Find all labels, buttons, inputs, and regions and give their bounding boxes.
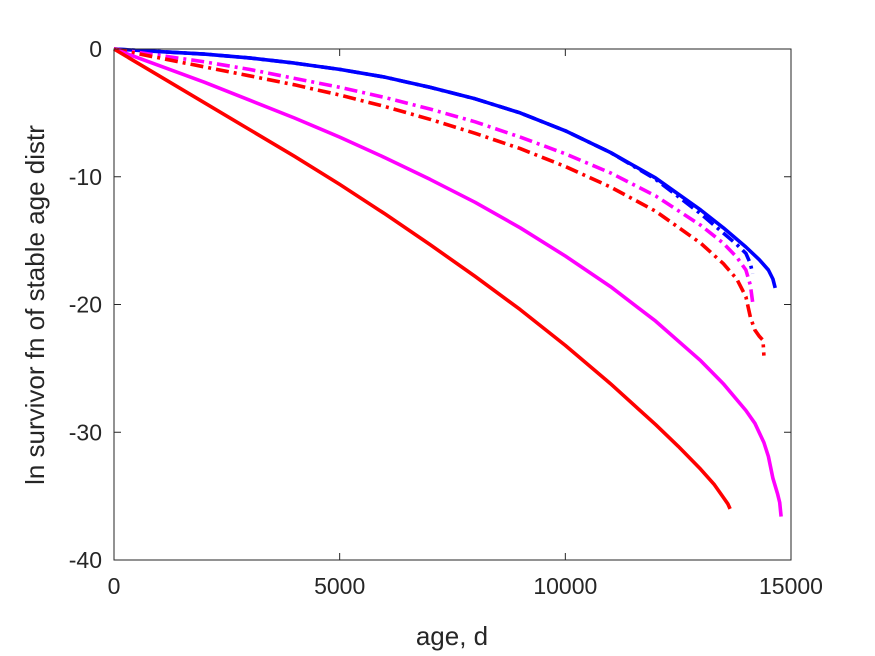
y-tick-label: -20 — [69, 292, 102, 318]
y-tick-label: 0 — [89, 36, 102, 62]
series-line-2 — [113, 47, 755, 275]
x-tick-label: 0 — [108, 573, 121, 599]
series-line-4 — [113, 47, 766, 356]
x-tick-label: 15000 — [759, 573, 823, 599]
y-axis-label: ln survivor fn of stable age distr — [20, 125, 50, 485]
y-tick-label: -40 — [69, 547, 102, 573]
series-line-5 — [113, 47, 783, 517]
series-line-3 — [113, 47, 755, 303]
series-layer — [113, 47, 783, 517]
y-tick-label: -30 — [69, 419, 102, 445]
plot-area — [114, 49, 791, 560]
y-tick-label: -10 — [69, 164, 102, 190]
x-tick-label: 10000 — [533, 573, 597, 599]
ticks-layer: 0 5000 10000 15000 -40 -30 -20 -10 0 — [69, 36, 823, 599]
series-line-6 — [113, 47, 732, 510]
x-axis-label: age, d — [416, 621, 488, 651]
x-tick-label: 5000 — [314, 573, 365, 599]
